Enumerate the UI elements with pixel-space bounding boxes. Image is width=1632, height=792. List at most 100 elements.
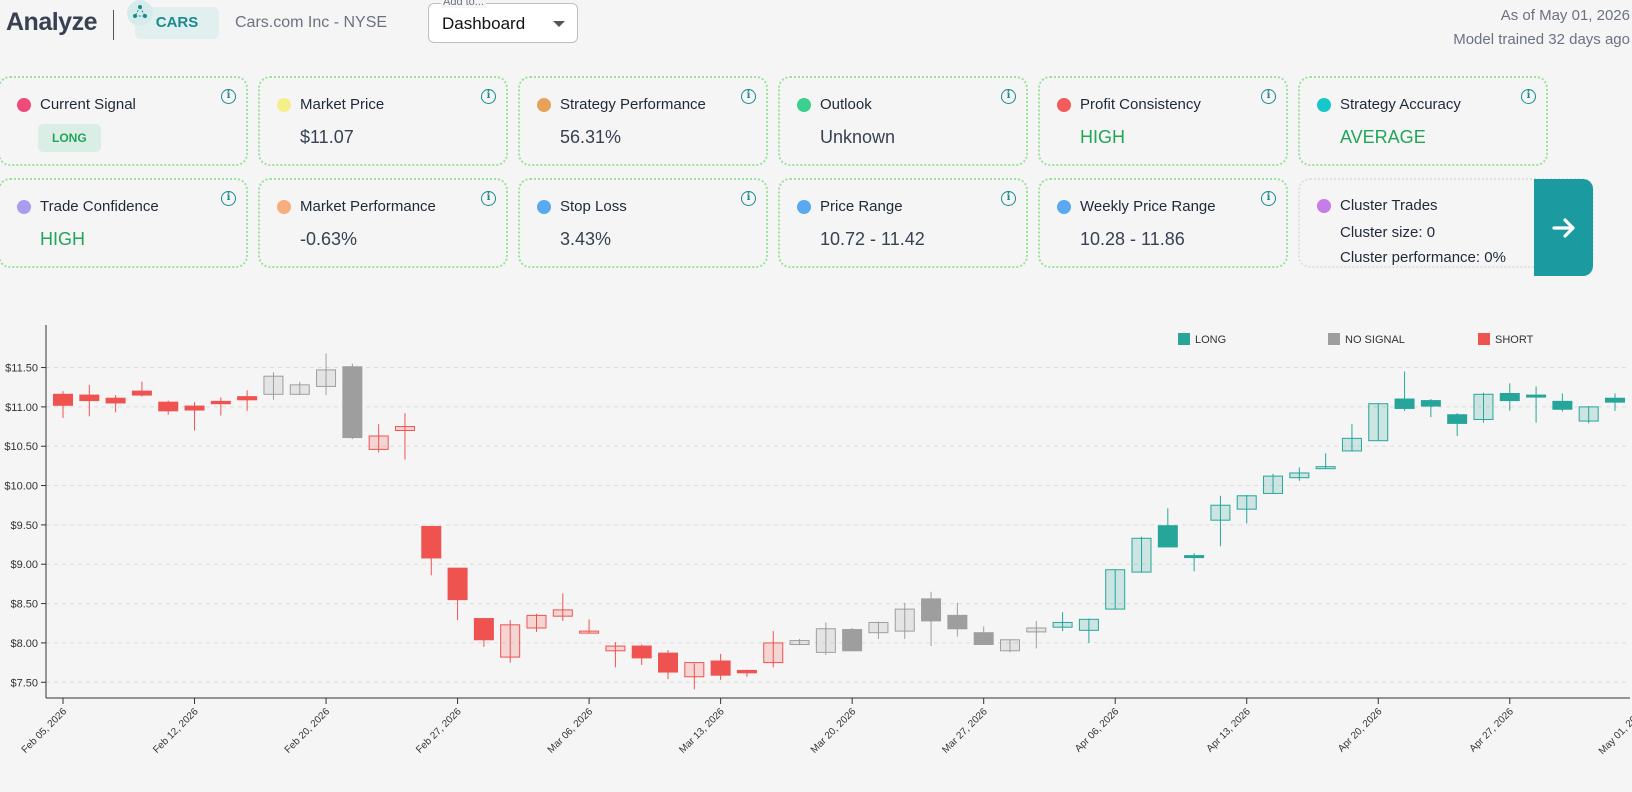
as-of-date: As of May 01, 2026 xyxy=(1500,7,1630,24)
candlestick-chart: $7.50 $8.00 $8.50 $9.00 $9.50 $10.00 $10.50 $11… xyxy=(4,325,1632,757)
candle-body xyxy=(1368,403,1389,442)
candle-body xyxy=(684,662,705,678)
candle-body xyxy=(815,628,836,653)
candle-body xyxy=(105,397,126,404)
card-label: Current Signal xyxy=(40,96,136,113)
info-icon[interactable]: i xyxy=(1261,191,1276,206)
company-name: Cars.com Inc - NYSE xyxy=(235,14,388,31)
blue-dot-icon xyxy=(797,200,811,214)
signal-badge: LONG xyxy=(38,124,101,152)
cyan-dot-icon xyxy=(1317,98,1331,112)
y-tick-label: $11.00 xyxy=(5,402,38,414)
x-tick-label: Feb 27, 2026 xyxy=(414,706,464,756)
candle-body xyxy=(999,639,1020,652)
model-trained-text: Model trained 32 days ago xyxy=(1453,31,1630,48)
card-value: 10.72 - 11.42 xyxy=(820,229,925,249)
candle-body xyxy=(1157,525,1178,548)
card-value: Unknown xyxy=(820,127,896,147)
top-bar: Analyze CARS Cars.com Inc - NYSE Add to.… xyxy=(0,0,1632,60)
card-price-range: Price Range i 10.72 - 11.42 xyxy=(778,178,1028,268)
candle-body xyxy=(1605,397,1625,403)
card-label: Trade Confidence xyxy=(40,198,159,215)
candle-body xyxy=(473,618,494,641)
card-label: Strategy Accuracy xyxy=(1340,96,1461,113)
yellow-dot-icon xyxy=(277,98,291,112)
candle-body xyxy=(1394,398,1415,409)
peach-dot-icon xyxy=(277,200,291,214)
candle-body xyxy=(1526,394,1547,398)
legend-swatch xyxy=(1178,333,1190,345)
cluster-size: Cluster size: 0 xyxy=(1340,224,1436,241)
y-tick-label: $10.00 xyxy=(4,481,38,493)
card-value: 10.28 - 11.86 xyxy=(1080,229,1185,249)
card-value: 56.31% xyxy=(560,127,622,147)
card-profit-consistency: Profit Consistency i HIGH xyxy=(1038,76,1288,166)
info-icon[interactable]: i xyxy=(221,191,236,206)
info-icon[interactable]: i xyxy=(481,89,496,104)
price-chart: $7.50 $8.00 $8.50 $9.00 $9.50 $10.00 $10.50 $11… xyxy=(0,300,1632,787)
y-tick-label: $8.00 xyxy=(10,638,38,650)
candle-body xyxy=(1263,475,1284,494)
candle-body xyxy=(1341,437,1362,452)
info-icon[interactable]: i xyxy=(741,191,756,206)
card-label: Weekly Price Range xyxy=(1080,198,1216,215)
candle-body xyxy=(947,614,968,630)
candle-body xyxy=(1420,400,1441,407)
add-to-label: Add to... xyxy=(441,0,486,8)
brand-title: Analyze xyxy=(6,8,97,36)
card-weekly-price-range: Weekly Price Range i 10.28 - 11.86 xyxy=(1038,178,1288,268)
x-tick-label: Mar 27, 2026 xyxy=(940,706,990,756)
info-icon[interactable]: i xyxy=(1001,89,1016,104)
add-to-value: Dashboard xyxy=(442,14,526,33)
add-to-select[interactable]: Add to... Dashboard xyxy=(428,0,578,43)
info-icon[interactable]: i xyxy=(221,89,236,104)
legend-label: LONG xyxy=(1195,334,1226,346)
candle-body xyxy=(500,624,521,658)
y-tick-label: $10.50 xyxy=(4,441,38,453)
candle-body xyxy=(316,369,337,387)
cluster-trades-button[interactable] xyxy=(1534,179,1593,276)
pink-dot-icon xyxy=(17,98,31,112)
candle-body xyxy=(1552,400,1573,410)
candle-body xyxy=(1578,406,1599,422)
info-icon[interactable]: i xyxy=(1521,89,1536,104)
network-icon xyxy=(127,0,153,26)
card-current-signal: Current Signal i LONG xyxy=(0,76,248,166)
card-trade-confidence: Trade Confidence i HIGH xyxy=(0,178,248,268)
card-market-performance: Market Performance i -0.63% xyxy=(258,178,508,268)
card-market-price: Market Price i $11.07 xyxy=(258,76,508,166)
candle-body xyxy=(1315,466,1336,470)
candle-body xyxy=(1026,627,1047,633)
x-tick-label: Mar 06, 2026 xyxy=(546,706,596,756)
legend-label: SHORT xyxy=(1495,334,1534,346)
y-tick-label: $11.50 xyxy=(5,363,38,375)
y-tick-label: $9.00 xyxy=(10,559,38,571)
y-tick-label: $7.50 xyxy=(10,677,38,689)
arrow-right-icon xyxy=(1552,218,1575,238)
card-value: $11.07 xyxy=(300,127,354,147)
legend-label: NO SIGNAL xyxy=(1345,334,1405,346)
card-label: Market Price xyxy=(300,96,385,113)
info-icon[interactable]: i xyxy=(1261,89,1276,104)
candle-body xyxy=(736,669,757,674)
card-label: Market Performance xyxy=(300,198,436,215)
x-tick-label: Apr 13, 2026 xyxy=(1205,706,1254,755)
as-of-info: As of May 01, 2026 Model trained 32 days… xyxy=(1453,4,1630,52)
candle-body xyxy=(447,567,468,601)
info-icon[interactable]: i xyxy=(1001,191,1016,206)
candle-body xyxy=(1184,555,1205,559)
candle-body xyxy=(552,609,573,617)
candle-body xyxy=(710,660,731,676)
card-label: Price Range xyxy=(820,198,903,215)
ticker-badge[interactable]: CARS xyxy=(135,7,219,39)
candle-body xyxy=(342,366,363,439)
candle-body xyxy=(789,640,810,645)
candle-body xyxy=(868,621,889,634)
x-tick-label: Mar 13, 2026 xyxy=(677,706,727,756)
info-icon[interactable]: i xyxy=(741,89,756,104)
x-tick-label: Feb 05, 2026 xyxy=(20,706,70,756)
card-strategy-accuracy: Strategy Accuracy i AVERAGE xyxy=(1298,76,1548,166)
candle-body xyxy=(763,642,784,664)
info-icon[interactable]: i xyxy=(481,191,496,206)
card-value: HIGH xyxy=(1080,127,1125,147)
